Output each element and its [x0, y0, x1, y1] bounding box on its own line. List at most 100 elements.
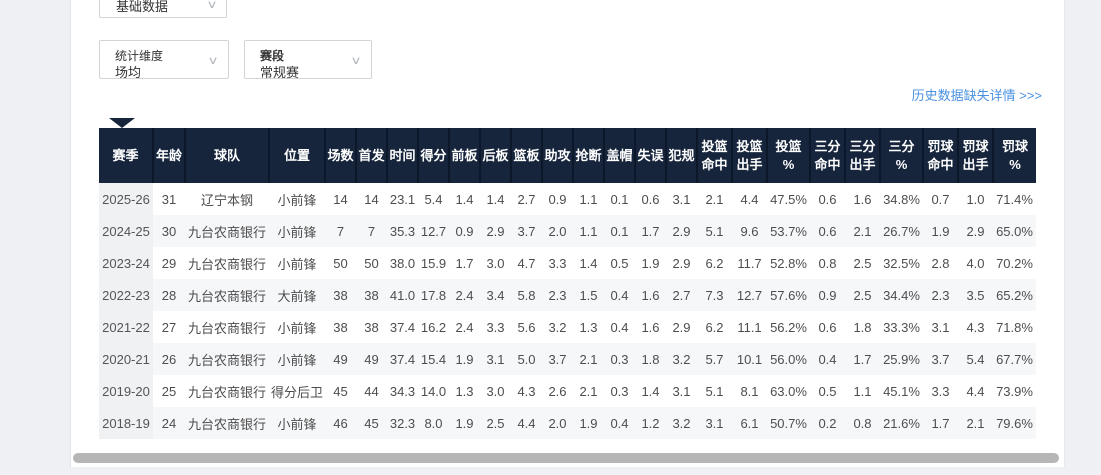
stat-cell: 24	[161, 415, 177, 431]
table-row: 2024-25 30 九台农商银行 小前锋 7 7 35.3 12.7 0.9 2.9 3.7 2.0…	[99, 215, 1036, 247]
stat-cell: 2.0	[548, 415, 567, 431]
stat-cell: 5.0	[517, 351, 536, 367]
stat-cell: 3.1	[705, 415, 724, 431]
stat-cell: 57.6%	[770, 287, 807, 303]
stat-cell: 0.1	[610, 223, 629, 239]
stat-cell: 30	[161, 223, 177, 239]
stat-cell: 2.6	[548, 383, 567, 399]
stat-cell: 小前锋	[277, 256, 317, 272]
stat-cell: 4.3	[966, 319, 985, 335]
stat-cell: 45	[333, 383, 348, 399]
stat-cell: 0.2	[818, 415, 837, 431]
column-header-1: 年龄	[153, 128, 186, 183]
header-pointer-notch	[109, 118, 135, 128]
stat-cell: 37.4	[389, 319, 416, 335]
stat-cell: 九台农商银行	[187, 352, 266, 368]
column-header-21: 三分 %	[880, 128, 924, 183]
stat-cell: 0.3	[610, 351, 629, 367]
stat-cell: 九台农商银行	[187, 288, 266, 304]
column-header-0: 赛季	[99, 128, 154, 183]
column-header-18: 投篮 %	[767, 128, 811, 183]
horizontal-scrollbar-thumb[interactable]	[73, 453, 1059, 463]
stat-cell: 1.0	[966, 191, 985, 207]
stat-cell: 九台农商银行	[187, 256, 266, 272]
stat-cell: 38.0	[389, 255, 416, 271]
stat-cell: 2.1	[966, 415, 985, 431]
stage-dropdown[interactable]: 赛段 常规赛 ∨	[244, 40, 372, 80]
stat-cell: 67.7%	[996, 351, 1033, 367]
season-cell: 2025-26	[99, 183, 153, 215]
stat-cell: 2.9	[672, 223, 691, 239]
stat-cell: 63.0%	[770, 383, 807, 399]
stat-cell: 2.5	[853, 287, 872, 303]
stat-cell: 0.6	[818, 319, 837, 335]
column-header-11: 助攻	[542, 128, 574, 183]
stat-cell: 小前锋	[277, 224, 317, 240]
stat-cell: 1.7	[931, 415, 950, 431]
stat-cell: 1.4	[486, 191, 505, 207]
table-row: 2025-26 31 辽宁本钢 小前锋 14 14 23.1 5.4 1.4 1.4 2.7 0.9 1…	[99, 183, 1036, 215]
stat-cell: 0.9	[455, 223, 474, 239]
stat-cell: 2.1	[579, 351, 598, 367]
content-panel: 基础数据 ∨ 统计维度 场均 ∨ 赛段 常规赛 ∨ 历史数据缺失详情 >>> 赛…	[70, 0, 1065, 467]
stat-cell: 56.2%	[770, 319, 807, 335]
stat-cell: 34.8%	[883, 191, 920, 207]
stat-cell: 3.3	[931, 383, 950, 399]
stat-cell: 4.4	[517, 415, 536, 431]
stat-cell: 1.9	[641, 255, 660, 271]
stat-cell: 4.3	[517, 383, 536, 399]
stat-cell: 5.8	[517, 287, 536, 303]
stat-cell: 4.7	[517, 255, 536, 271]
stat-cell: 2.5	[853, 255, 872, 271]
stat-cell: 1.9	[579, 415, 598, 431]
stat-cell: 65.2%	[996, 287, 1033, 303]
column-header-6: 时间	[387, 128, 419, 183]
stat-cell: 15.9	[420, 255, 447, 271]
stat-cell: 25	[161, 383, 177, 399]
stat-cell: 3.7	[517, 223, 536, 239]
stat-cell: 71.8%	[996, 319, 1033, 335]
stat-cell: 50	[333, 255, 348, 271]
stat-cell: 41.0	[389, 287, 416, 303]
stat-cell: 0.4	[610, 415, 629, 431]
stat-cell: 小前锋	[277, 320, 317, 336]
stat-cell: 50.7%	[770, 415, 807, 431]
stat-cell: 2.1	[579, 383, 598, 399]
stat-cell: 3.1	[672, 383, 691, 399]
stat-cell: 1.7	[853, 351, 872, 367]
stat-cell: 1.8	[641, 351, 660, 367]
column-header-17: 投篮 出手	[732, 128, 768, 183]
stat-cell: 46	[333, 415, 348, 431]
stat-cell: 2.4	[455, 287, 474, 303]
stat-cell: 0.5	[818, 383, 837, 399]
stat-cell: 31	[161, 191, 177, 207]
stat-cell: 50	[364, 255, 379, 271]
stat-cell: 2.1	[705, 191, 724, 207]
stat-cell: 6.1	[740, 415, 759, 431]
history-data-missing-link[interactable]: 历史数据缺失详情 >>>	[911, 88, 1042, 103]
stat-cell: 34.3	[389, 383, 416, 399]
table-row: 2021-22 27 九台农商银行 小前锋 38 38 37.4 16.2 2.4 3.3 5.6 3…	[99, 311, 1036, 343]
stat-cell: 得分后卫	[270, 384, 323, 400]
stat-cell: 2.9	[486, 223, 505, 239]
season-cell: 2024-25	[99, 215, 153, 247]
stat-cell: 4.0	[966, 255, 985, 271]
dimension-dropdown[interactable]: 统计维度 场均 ∨	[99, 40, 229, 80]
data-type-dropdown[interactable]: 基础数据 ∨	[99, 0, 227, 18]
chevron-down-icon: ∨	[206, 0, 218, 11]
column-header-7: 得分	[418, 128, 450, 183]
stat-cell: 0.5	[610, 255, 629, 271]
data-type-value: 基础数据	[116, 0, 169, 14]
stat-cell: 56.0%	[770, 351, 807, 367]
stat-cell: 0.8	[818, 255, 837, 271]
column-header-15: 犯规	[666, 128, 698, 183]
stat-cell: 15.4	[420, 351, 447, 367]
stat-cell: 32.3	[389, 415, 416, 431]
stat-cell: 0.3	[610, 383, 629, 399]
stat-cell: 9.6	[740, 223, 759, 239]
season-cell: 2021-22	[99, 311, 153, 343]
stat-cell: 65.0%	[996, 223, 1033, 239]
stat-cell: 7.3	[705, 287, 724, 303]
column-header-10: 篮板	[511, 128, 543, 183]
table-row: 2019-20 25 九台农商银行 得分后卫 45 44 34.3 14.0 1.3 3.0 4.3…	[99, 375, 1036, 407]
